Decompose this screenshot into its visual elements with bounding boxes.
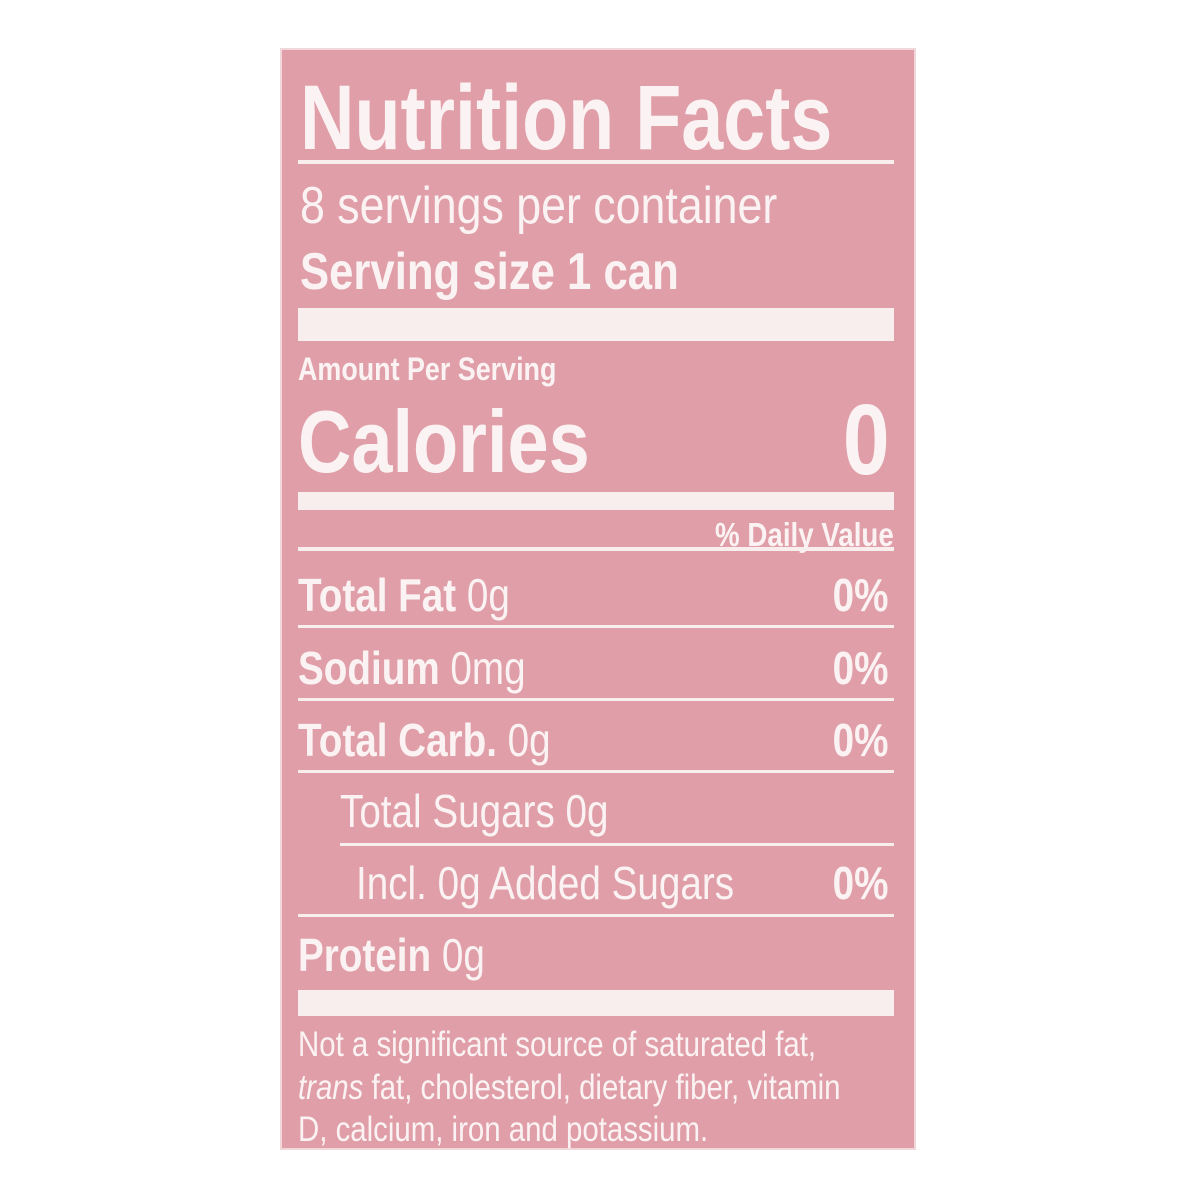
row-total-carb: Total Carb. 0g xyxy=(298,714,551,766)
row-total-fat: Total Fat 0g xyxy=(298,569,510,621)
title: Nutrition Facts xyxy=(300,67,833,169)
medium-divider xyxy=(298,492,894,510)
nutrition-facts-panel: Nutrition Facts 8 servings per container… xyxy=(280,48,916,1150)
row-protein: Protein 0g xyxy=(298,929,485,981)
row-added-sugars: Incl. 0g Added Sugars xyxy=(356,857,735,909)
serving-size-value: 1 can xyxy=(567,243,679,301)
divider xyxy=(298,547,894,551)
daily-value-header: % Daily Value xyxy=(715,516,894,553)
dv-total-carb: 0% xyxy=(832,714,888,766)
dv-total-fat: 0% xyxy=(832,569,888,621)
row-total-sugars: Total Sugars 0g xyxy=(340,785,609,837)
servings-per-container: 8 servings per container xyxy=(300,177,778,235)
thick-divider xyxy=(298,308,894,341)
amount-per-serving: Amount Per Serving xyxy=(298,351,557,387)
footnote-line-3: D, calcium, iron and potassium. xyxy=(298,1110,709,1149)
thick-divider xyxy=(298,990,894,1016)
divider xyxy=(298,914,894,917)
footnote-line-1: Not a significant source of saturated fa… xyxy=(298,1025,817,1064)
row-sodium: Sodium 0mg xyxy=(298,642,526,694)
divider xyxy=(298,625,894,628)
calories-label: Calories xyxy=(298,392,590,491)
divider xyxy=(298,160,894,164)
divider xyxy=(298,770,894,773)
serving-size: Serving size 1 can xyxy=(300,246,679,298)
dv-added-sugars: 0% xyxy=(832,857,888,909)
divider xyxy=(298,698,894,701)
calories-value: 0 xyxy=(843,384,890,496)
footnote-line-2: trans fat, cholesterol, dietary fiber, v… xyxy=(298,1068,841,1107)
serving-size-label: Serving size xyxy=(300,243,555,301)
dv-sodium: 0% xyxy=(832,642,888,694)
divider xyxy=(340,843,894,846)
